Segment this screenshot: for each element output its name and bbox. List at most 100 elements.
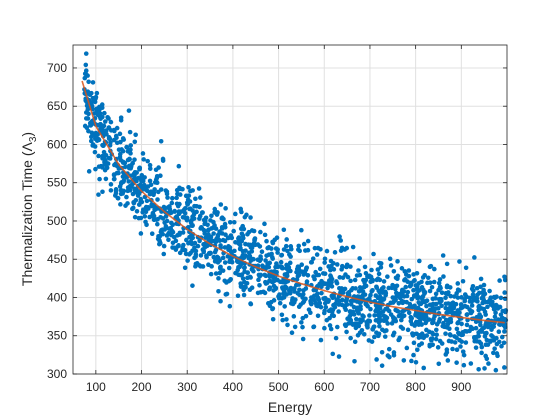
scatter-point: [156, 165, 161, 170]
scatter-point: [264, 238, 269, 244]
scatter-point: [126, 108, 132, 113]
scatter-point: [322, 308, 327, 314]
tick-labels: 100 200 300 400 500 600 700 800 900 300 350 400 450 5…: [47, 61, 472, 394]
x-tick-label: 100: [86, 380, 106, 394]
scatter-point: [347, 309, 353, 314]
scatter-point: [220, 255, 226, 261]
scatter-point: [155, 221, 160, 227]
scatter-point: [350, 286, 355, 291]
scatter-point: [168, 232, 174, 238]
scatter-point: [441, 274, 446, 279]
data-point: [94, 138, 100, 143]
scatter-point: [378, 261, 384, 266]
scatter-point: [212, 206, 218, 212]
data-point: [251, 256, 256, 262]
scatter-point: [152, 180, 158, 185]
y-tick-label: 700: [47, 61, 67, 75]
scatter-point: [195, 243, 201, 249]
scatter-point: [491, 294, 497, 300]
scatter-point: [432, 313, 437, 319]
scatter-point: [322, 271, 328, 276]
scatter-point: [226, 265, 232, 271]
scatter-point: [297, 287, 302, 293]
scatter-point: [219, 226, 225, 231]
scatter-point: [220, 237, 226, 243]
scatter-point: [462, 297, 467, 302]
scatter-point: [86, 169, 92, 174]
scatter-point: [421, 365, 427, 371]
scatter-point: [401, 313, 407, 319]
scatter-point: [249, 228, 255, 233]
scatter-point: [314, 303, 319, 308]
scatter-point: [448, 332, 453, 338]
scatter-point: [474, 339, 480, 344]
scatter-point: [435, 345, 441, 350]
scatter-point: [208, 218, 213, 223]
scatter-point: [134, 208, 140, 214]
scatter-point: [208, 271, 214, 277]
scatter-point: [496, 329, 502, 335]
scatter-point: [474, 285, 480, 291]
scatter-point: [456, 331, 462, 337]
scatter-point: [247, 287, 253, 293]
scatter-point: [402, 269, 408, 274]
scatter-point: [487, 297, 493, 303]
scatter-point: [314, 272, 320, 278]
scatter-point: [391, 268, 397, 274]
scatter-point: [104, 128, 109, 133]
scatter-point: [411, 352, 416, 358]
data-point: [358, 287, 364, 293]
scatter-point: [222, 221, 228, 227]
scatter-point: [246, 250, 252, 256]
scatter-point: [238, 245, 243, 251]
scatter-point: [356, 311, 362, 316]
data-point: [189, 241, 195, 247]
scatter-point: [184, 215, 190, 221]
scatter-point: [328, 326, 334, 332]
scatter-point: [124, 194, 129, 200]
scatter-point: [120, 159, 126, 165]
scatter-point: [394, 290, 399, 296]
scatter-point: [278, 259, 284, 265]
scatter-point: [132, 186, 137, 192]
scatter-point: [492, 306, 497, 312]
scatter-point: [452, 340, 458, 345]
scatter-point: [315, 313, 321, 319]
scatter-point: [358, 304, 363, 309]
scatter-point: [434, 322, 440, 327]
scatter-point: [381, 279, 387, 284]
scatter-point: [93, 166, 98, 172]
scatter-point: [277, 300, 283, 306]
scatter-point: [116, 170, 121, 176]
scatter-point: [194, 209, 199, 215]
scatter-point: [493, 367, 499, 373]
scatter-point: [252, 236, 258, 241]
scatter-point: [322, 256, 328, 262]
scatter-point: [204, 234, 209, 240]
scatter-point: [170, 222, 176, 227]
scatter-point: [463, 340, 469, 345]
scatter-point: [308, 298, 313, 304]
scatter-point: [427, 302, 433, 308]
scatter-point: [352, 277, 358, 283]
scatter-point: [209, 213, 214, 219]
scatter-point: [287, 290, 293, 296]
scatter-point: [344, 245, 350, 251]
scatter-point: [158, 187, 164, 192]
scatter-point: [284, 237, 289, 242]
scatter-point: [187, 252, 192, 257]
x-tick-label: 900: [451, 380, 471, 394]
scatter-point: [436, 306, 441, 311]
scatter-point: [322, 300, 328, 306]
scatter-point: [329, 284, 335, 289]
scatter-point: [423, 319, 429, 324]
scatter-point: [460, 349, 466, 354]
scatter-point: [296, 243, 302, 249]
scatter-point: [262, 272, 268, 278]
scatter-point: [268, 299, 274, 305]
scatter-point: [386, 346, 392, 352]
scatter-point: [483, 312, 488, 317]
data-point: [138, 199, 143, 205]
scatter-point: [420, 296, 425, 302]
